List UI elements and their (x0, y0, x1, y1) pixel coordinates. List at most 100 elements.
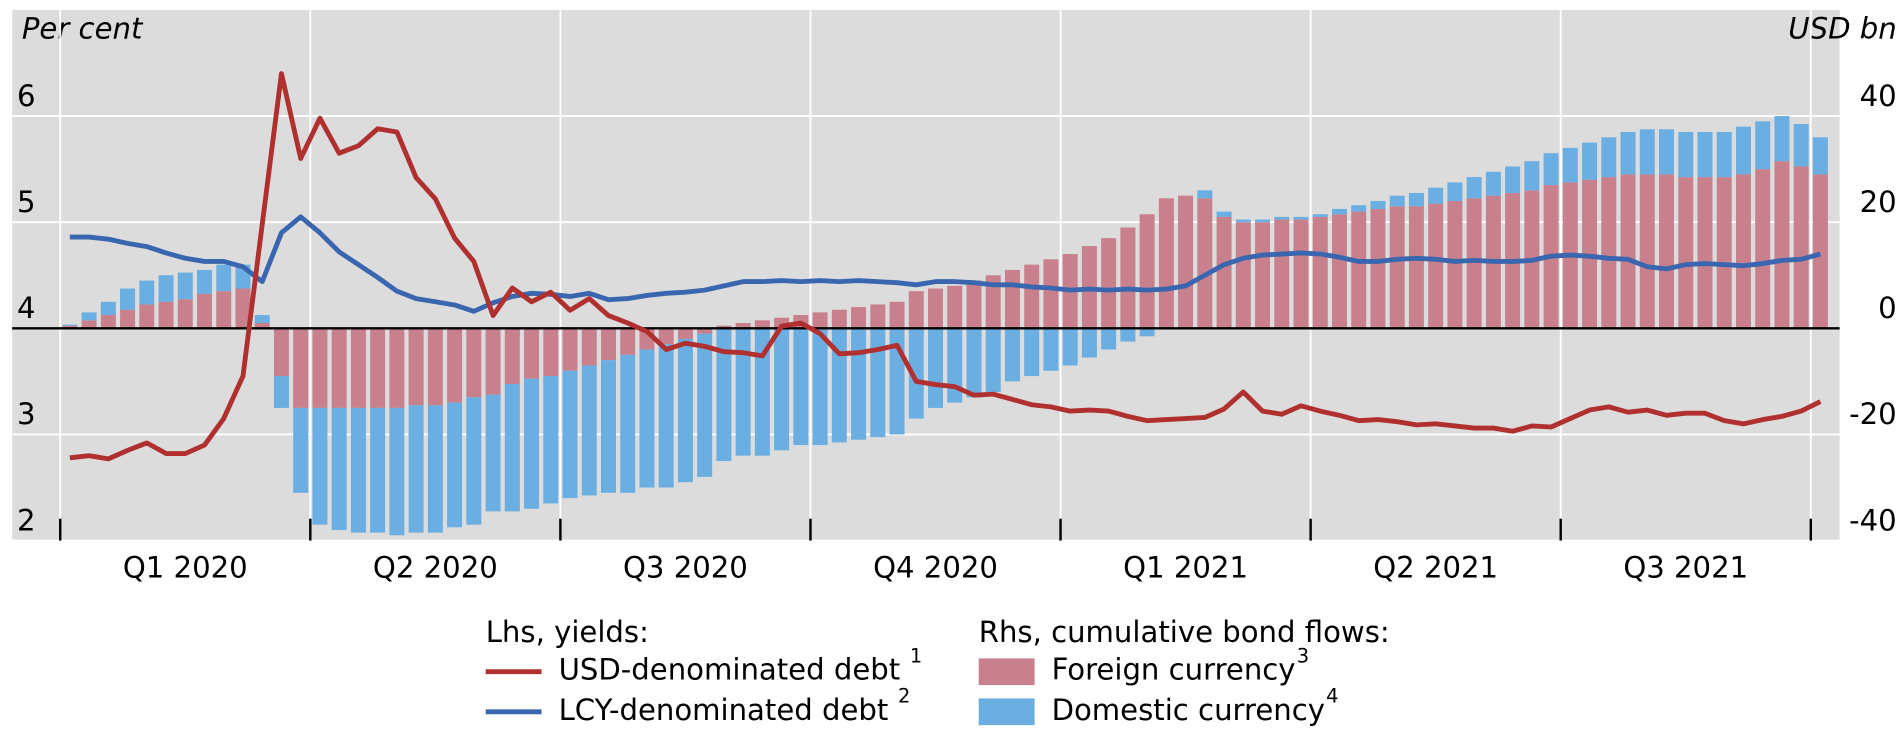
bar (1389, 206, 1405, 329)
bar (1582, 142, 1598, 180)
bar (928, 288, 944, 329)
bar (1351, 211, 1367, 329)
bar (293, 328, 309, 408)
bar (543, 376, 559, 504)
bar (120, 309, 136, 329)
bar (350, 328, 366, 408)
legend-title: Lhs, yields: (486, 615, 649, 649)
bar (1101, 238, 1117, 329)
bar (427, 405, 443, 533)
bar (774, 317, 790, 329)
bar (1370, 200, 1386, 209)
x-tick-label: Q2 2021 (1373, 551, 1498, 585)
bar (158, 275, 174, 302)
bar (1139, 214, 1155, 329)
bar (1774, 116, 1790, 162)
bar (812, 312, 828, 329)
bar (928, 328, 944, 408)
bar (331, 328, 347, 408)
bar (1331, 214, 1347, 329)
bar (1312, 214, 1328, 217)
legend-label: Domestic currency (1052, 693, 1325, 727)
bar (1620, 174, 1636, 329)
bar (504, 384, 520, 512)
bar (1466, 198, 1482, 329)
bar (235, 288, 251, 329)
bar (1639, 174, 1655, 329)
bar (254, 323, 270, 329)
bar (1197, 198, 1213, 329)
bar (312, 407, 328, 525)
bar (966, 280, 982, 329)
bar (466, 397, 482, 525)
bar (1485, 171, 1501, 196)
legend-footnote: 1 (910, 645, 922, 668)
bar (1562, 147, 1578, 183)
x-tick-label: Q3 2020 (623, 551, 748, 585)
bar (120, 288, 136, 310)
bar (350, 407, 366, 533)
bar (677, 338, 693, 483)
x-tick-label: Q1 2020 (123, 551, 248, 585)
bar (889, 301, 905, 329)
bar (620, 328, 636, 355)
bar (1004, 328, 1020, 382)
bar (1601, 177, 1617, 329)
bar (1255, 219, 1271, 223)
bar (370, 328, 386, 408)
bar (600, 360, 616, 493)
bar (1062, 328, 1078, 366)
bar (447, 328, 463, 403)
bar (447, 402, 463, 528)
bar (985, 275, 1001, 329)
bar (62, 325, 78, 329)
bar (524, 328, 540, 379)
bar (1793, 124, 1809, 167)
legend-footnote: 2 (898, 685, 910, 708)
bar (389, 407, 405, 536)
bar (1139, 328, 1155, 337)
y-tick-label: 6 (17, 79, 36, 113)
bar (216, 264, 232, 292)
legend-title: Rhs, cumulative bond flows: (979, 615, 1390, 649)
y-tick-label: 3 (17, 397, 36, 431)
bar (100, 315, 116, 329)
bar (485, 328, 501, 395)
y2-tick-label: -20 (1849, 397, 1897, 431)
bar (947, 285, 963, 329)
legend-swatch (978, 658, 1035, 686)
bar (793, 328, 809, 446)
bar (1735, 174, 1751, 329)
bar (158, 301, 174, 329)
bar (177, 272, 193, 300)
bar (562, 328, 578, 371)
bar (254, 315, 270, 324)
bar (1004, 269, 1020, 329)
bar (1659, 129, 1675, 175)
bar (1697, 177, 1713, 329)
bar (1716, 177, 1732, 329)
bar (1043, 259, 1059, 329)
bar (1024, 264, 1040, 329)
bar (1158, 198, 1174, 329)
x-tick-label: Q3 2021 (1623, 551, 1748, 585)
bar (100, 301, 116, 316)
bar (504, 328, 520, 385)
y-axis-label: Per cent (22, 12, 144, 46)
x-tick-label: Q1 2021 (1123, 551, 1248, 585)
bar (908, 291, 924, 329)
bar (735, 328, 751, 456)
bar (908, 328, 924, 419)
bar (1678, 177, 1694, 329)
bar (1735, 126, 1751, 175)
bar (1466, 177, 1482, 199)
bar (697, 333, 713, 477)
bar (754, 320, 770, 329)
bar (466, 328, 482, 398)
bar (1331, 208, 1347, 215)
bar (677, 328, 693, 339)
bar (735, 323, 751, 329)
bar (1659, 174, 1675, 329)
